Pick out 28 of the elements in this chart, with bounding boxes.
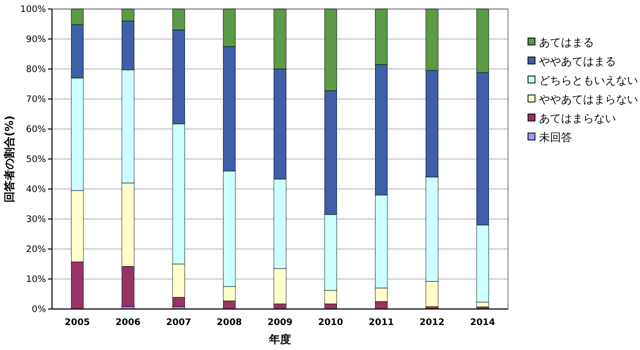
y-tick-label: 10% (26, 275, 46, 286)
y-tick-label: 20% (26, 245, 46, 256)
legend-label: どちらともいえない (539, 74, 638, 87)
x-tick-label: 2010 (318, 318, 344, 328)
x-tick-label: 2008 (216, 318, 242, 328)
x-tick-label: 2014 (470, 318, 496, 328)
y-tick-label: 50% (26, 155, 46, 166)
y-tick-label: 40% (26, 185, 46, 196)
x-tick-label: 2007 (166, 318, 192, 328)
y-tick-label: 90% (26, 35, 46, 46)
legend-label: あてはまらない (539, 112, 616, 125)
legend-label: ややあてはまる (539, 54, 616, 68)
legend-label: あてはまる (539, 36, 594, 49)
x-tick-label: 2012 (419, 318, 445, 328)
y-tick-label: 70% (26, 95, 46, 106)
legend-label: ややあてはまらない (539, 92, 638, 106)
x-tick-label: 2009 (267, 318, 293, 328)
y-tick-label: 100% (20, 5, 46, 16)
y-tick-label: 60% (26, 125, 46, 136)
x-tick-label: 2005 (64, 318, 90, 328)
y-tick-label: 0% (32, 305, 46, 316)
y-axis-title: 回答者の割合(%) (3, 115, 16, 203)
x-axis-title: 年度 (268, 333, 291, 346)
x-tick-label: 2011 (368, 318, 394, 328)
x-tick-label: 2006 (115, 318, 141, 328)
legend-label: 未回答 (539, 130, 572, 144)
y-tick-label: 30% (26, 215, 46, 226)
y-tick-label: 80% (26, 65, 46, 76)
